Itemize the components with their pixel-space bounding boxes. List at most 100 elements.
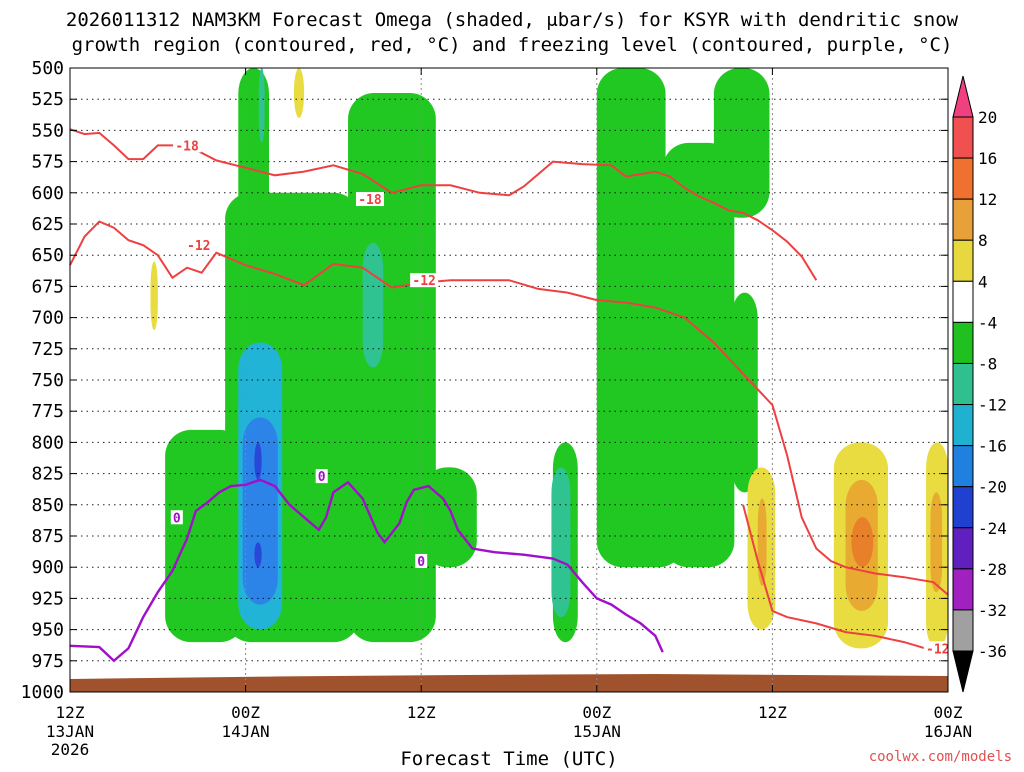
omega-cell-green xyxy=(421,467,477,568)
dgz-contour-line xyxy=(69,128,818,281)
colorbar-box xyxy=(952,321,974,364)
y-tick-label: 875 xyxy=(31,526,64,547)
contour-label-bg xyxy=(170,510,183,525)
y-tick-label: 575 xyxy=(31,152,64,173)
contour-label-bg xyxy=(410,273,439,288)
colorbar-box xyxy=(952,239,974,282)
chart-title-line2: growth region (contoured, red, °C) and f… xyxy=(72,34,953,56)
dgz-contour-label: -12 xyxy=(187,239,210,254)
colorbar-label: 20 xyxy=(978,108,997,127)
omega-cell-yellow xyxy=(293,68,305,118)
x-tick-date: 13JAN xyxy=(46,722,94,741)
colorbar-label: 4 xyxy=(978,272,988,291)
colorbar-box xyxy=(952,280,974,323)
colorbar-box xyxy=(952,445,974,488)
omega-shading xyxy=(150,68,948,649)
x-tick-date: 15JAN xyxy=(573,722,621,741)
omega-cell-yellow xyxy=(150,261,158,331)
x-tick-date: 16JAN xyxy=(924,722,972,741)
freezing-level-label: 0 xyxy=(417,555,425,570)
y-tick-label: 600 xyxy=(31,183,64,204)
colorbar-top-arrow xyxy=(952,75,974,118)
colorbar-label: -24 xyxy=(978,519,1007,538)
y-tick-label: 850 xyxy=(31,495,64,516)
colorbar-box xyxy=(952,198,974,241)
omega-cell-orange xyxy=(851,517,874,568)
freezing-level-line xyxy=(69,478,664,663)
x-tick-label: 12Z xyxy=(407,703,436,722)
colorbar: 20 16 12 8 4 -4 -8 -12 -16 -20 -24 -28 -32 -36 xyxy=(952,75,1007,693)
chart-title-line1: 2026011312 NAM3KM Forecast Omega (shaded… xyxy=(66,9,959,31)
colorbar-box xyxy=(952,157,974,200)
colorbar-box xyxy=(952,486,974,529)
x-tick-date: 14JAN xyxy=(222,722,270,741)
dgz-contour-line xyxy=(69,220,949,596)
y-tick-label: 650 xyxy=(31,245,64,266)
y-tick-label: 900 xyxy=(31,557,64,578)
dgz-contour-label: -12 xyxy=(926,642,949,657)
freezing-level-label: 0 xyxy=(173,511,181,526)
temperature-contours: -18 -12 -18 -12 -12 0 0 0 xyxy=(69,128,952,663)
colorbar-box xyxy=(952,116,974,159)
colorbar-box xyxy=(952,568,974,611)
omega-cell-green xyxy=(713,68,770,218)
omega-cell-darkblue xyxy=(254,542,262,568)
x-tick-year: 2026 xyxy=(51,740,90,759)
omega-cell-gold xyxy=(757,498,767,586)
y-tick-label: 950 xyxy=(31,620,64,641)
y-tick-label: 775 xyxy=(31,401,64,422)
y-tick-label: 625 xyxy=(31,214,64,235)
colorbar-label: -16 xyxy=(978,437,1007,456)
omega-cell-green xyxy=(731,292,758,493)
colorbar-box xyxy=(952,404,974,447)
colorbar-label: -12 xyxy=(978,396,1007,415)
dgz-contour-line xyxy=(742,504,949,656)
contour-label-bg xyxy=(315,469,328,484)
omega-cell-teal xyxy=(362,242,384,368)
omega-cell-green xyxy=(165,429,246,643)
contour-label-bg xyxy=(184,238,213,253)
colorbar-box xyxy=(952,527,974,570)
y-tick-label: 525 xyxy=(31,89,64,110)
omega-cell-teal xyxy=(258,68,265,143)
y-tick-label: 700 xyxy=(31,308,64,329)
y-tick-label: 500 xyxy=(31,58,64,79)
colorbar-label: -20 xyxy=(978,478,1007,497)
x-tick-label: 12Z xyxy=(56,703,85,722)
colorbar-label: 16 xyxy=(978,149,997,168)
omega-cell-green xyxy=(348,92,436,643)
colorbar-label: -8 xyxy=(978,354,997,373)
colorbar-label: -28 xyxy=(978,560,1007,579)
dgz-contour-label: -18 xyxy=(358,193,382,208)
colorbar-label: -4 xyxy=(978,313,997,332)
x-axis-label: Forecast Time (UTC) xyxy=(400,748,617,768)
terrain-fill xyxy=(70,674,948,692)
terrain-layer xyxy=(70,674,948,692)
y-tick-label: 800 xyxy=(31,432,64,453)
omega-cell-green xyxy=(596,217,685,568)
omega-cell-green xyxy=(662,142,735,568)
colorbar-label: -32 xyxy=(978,601,1007,620)
y-tick-label: 550 xyxy=(31,120,64,141)
pressure-axis: 500 525 550 575 600 625 650 675 700 725 750 775 800 8… xyxy=(21,58,948,703)
contour-label-bg xyxy=(173,138,202,153)
dgz-contour-label: -18 xyxy=(175,139,199,154)
x-tick-label: 00Z xyxy=(934,703,963,722)
y-tick-label: 725 xyxy=(31,339,64,360)
omega-cell-gold xyxy=(930,492,943,593)
credit-text: coolwx.com/models xyxy=(869,749,1012,765)
colorbar-label: 12 xyxy=(978,190,997,209)
y-tick-label: 675 xyxy=(31,276,64,297)
colorbar-label: -36 xyxy=(978,642,1007,661)
colorbar-label: 8 xyxy=(978,231,988,250)
freezing-level-label: 0 xyxy=(318,470,326,485)
contour-label-bg xyxy=(415,553,428,568)
contour-label-bg xyxy=(355,192,384,207)
colorbar-box xyxy=(952,609,974,652)
colorbar-box xyxy=(952,362,974,406)
dgz-contour-label: -12 xyxy=(412,274,435,289)
x-tick-label: 00Z xyxy=(231,703,260,722)
